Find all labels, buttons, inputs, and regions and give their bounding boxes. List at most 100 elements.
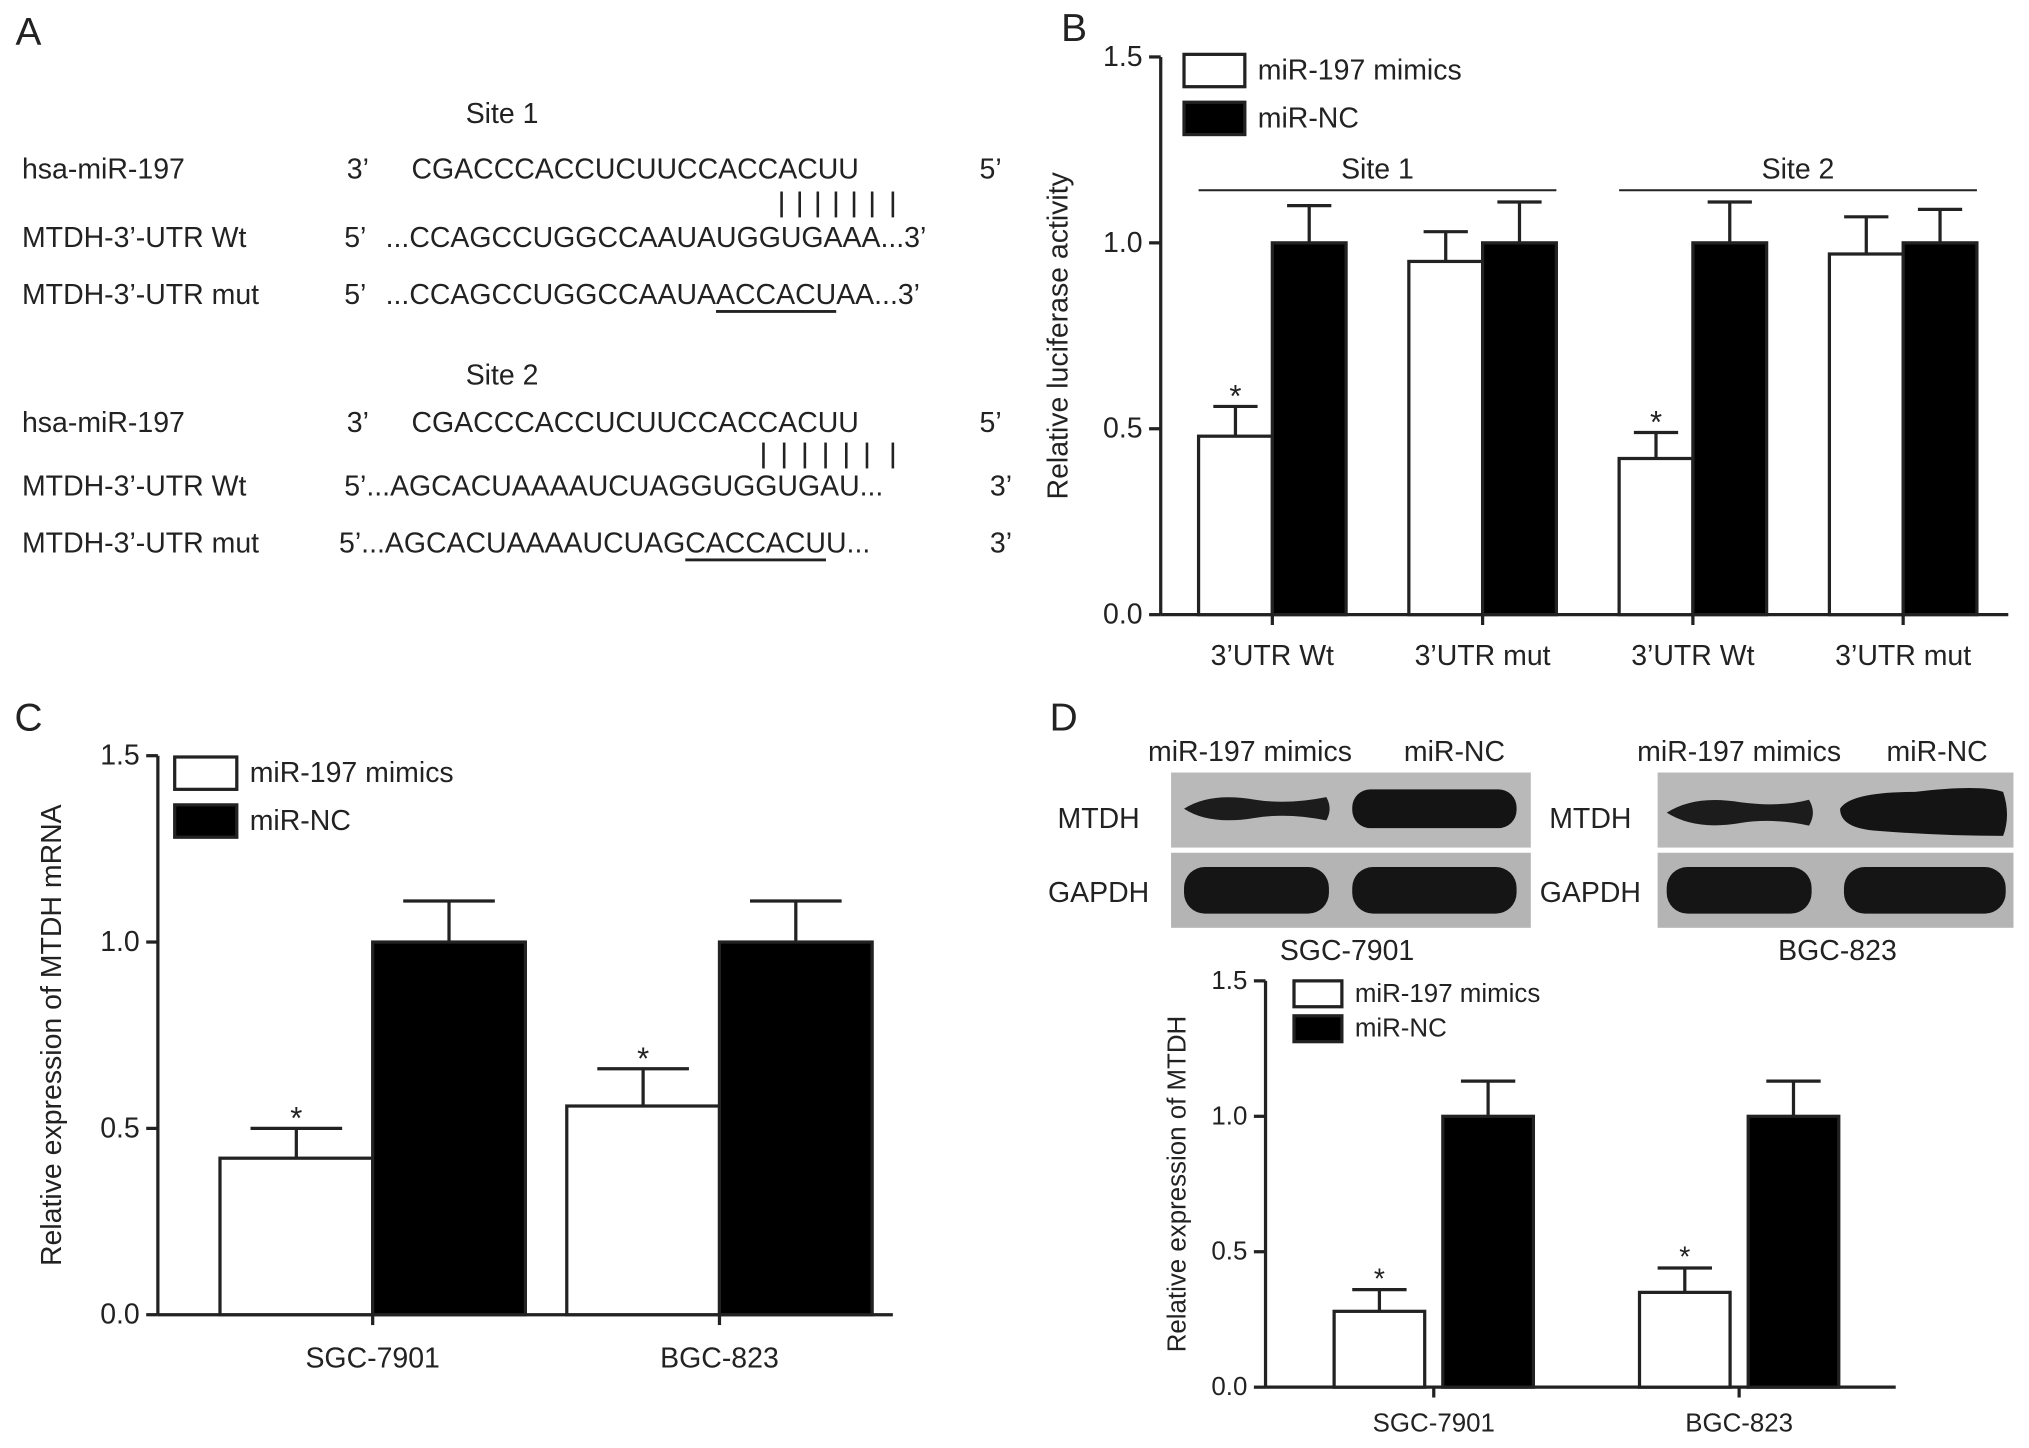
sequence-text: 5’	[344, 279, 366, 311]
panel-label: A	[16, 11, 42, 54]
sequence-text: 5’	[980, 154, 1002, 186]
bar	[1827, 252, 1905, 617]
blot-band	[1840, 788, 2008, 836]
group-label: Site 2	[1762, 154, 1835, 186]
sequence-segment: ...CCAGCCUGGCCAAUA	[386, 279, 716, 311]
sequence-text: 3’	[347, 407, 369, 439]
site-title: Site 1	[466, 98, 539, 130]
panel-label: C	[14, 697, 42, 740]
legend-swatch	[173, 755, 239, 791]
lane-label: miR-197 mimics	[1637, 736, 1841, 768]
legend-label: miR-NC	[1258, 102, 1359, 134]
significance-marker: *	[1679, 1242, 1690, 1274]
protein-label: MTDH	[1549, 803, 1631, 835]
sequence-text: 3’	[990, 527, 1012, 559]
x-tick-label: BGC-823	[660, 1343, 779, 1375]
y-tick-label: 0.5	[100, 1112, 140, 1144]
y-axis-label: Relative expression of MTDH	[1164, 1016, 1192, 1352]
group-label: Site 1	[1341, 154, 1414, 186]
legend-swatch	[1292, 1014, 1344, 1044]
sequence-text: ...CCAGCCUGGCCAAUAACCACUAA...3’	[386, 279, 920, 311]
bar	[1480, 241, 1558, 617]
cell-line-label: SGC-7901	[1280, 935, 1414, 967]
x-tick-label: BGC-823	[1685, 1409, 1793, 1437]
bar	[565, 1104, 722, 1317]
legend-swatch	[1292, 979, 1344, 1009]
sequence-text: ...CCAGCCUGGCCAAUAUGGUGAAA...3’	[386, 222, 927, 254]
legend-label: miR-197 mimics	[250, 757, 454, 789]
x-tick-label: 3’UTR Wt	[1631, 640, 1754, 672]
y-tick-label: 0.0	[100, 1299, 140, 1331]
bar	[1691, 241, 1769, 617]
sequence-name: MTDH-3’-UTR Wt	[22, 222, 247, 254]
protein-label: GAPDH	[1540, 877, 1641, 909]
legend-label: miR-NC	[1355, 1015, 1447, 1043]
lane-label: miR-NC	[1887, 736, 1988, 768]
sequence-name: MTDH-3’-UTR mut	[22, 527, 259, 559]
sequence-text: CGACCCACCUCUUCCACCACUU	[411, 407, 858, 439]
significance-marker: *	[1229, 379, 1241, 414]
blot-band	[1352, 866, 1517, 914]
x-tick-label: 3’UTR mut	[1415, 640, 1551, 672]
sequence-text: 3’	[347, 154, 369, 186]
bar	[1270, 241, 1348, 617]
y-tick-label: 0.5	[1103, 413, 1143, 445]
significance-marker: *	[290, 1101, 302, 1136]
pairing-lines	[762, 191, 895, 469]
sequence-segment: AA...3’	[836, 279, 920, 311]
sequence-segment: 5’	[344, 279, 366, 311]
x-tick-label: 3’UTR mut	[1835, 640, 1971, 672]
blot-images	[1171, 772, 2014, 928]
x-tick-label: 3’UTR Wt	[1211, 640, 1334, 672]
significance-marker: *	[637, 1041, 649, 1076]
bar	[1901, 241, 1979, 617]
sequence-segment: 5’...AGCACUAAAAUCUAGGUGGUGAU...	[344, 471, 883, 503]
legend-label: miR-197 mimics	[1355, 980, 1540, 1008]
blot-band	[1184, 866, 1329, 914]
blot-band	[1666, 866, 1812, 914]
sequence-segment: 5’	[980, 154, 1002, 186]
y-tick-label: 1.5	[1103, 41, 1143, 73]
legend-swatch	[173, 803, 239, 839]
legend-swatch	[1182, 100, 1247, 137]
bar	[1617, 456, 1695, 617]
y-tick-label: 0.0	[1103, 599, 1143, 631]
sequence-segment: ACCACU	[716, 279, 836, 311]
y-tick-label: 1.5	[100, 740, 140, 772]
blot-band	[1184, 797, 1330, 821]
y-tick-label: 0.0	[1211, 1373, 1247, 1401]
lane-label: miR-NC	[1404, 736, 1505, 768]
legend-label: miR-NC	[250, 805, 351, 837]
legend-label: miR-197 mimics	[1258, 55, 1462, 87]
lane-label: miR-197 mimics	[1148, 736, 1352, 768]
site-title: Site 2	[466, 359, 539, 391]
y-tick-label: 1.0	[1211, 1102, 1247, 1130]
y-tick-label: 0.5	[1211, 1238, 1247, 1266]
bar	[1441, 1114, 1536, 1389]
bar	[1196, 434, 1274, 617]
panel-label: D	[1050, 697, 1078, 740]
sequence-name: MTDH-3’-UTR Wt	[22, 471, 247, 503]
y-tick-label: 1.0	[1103, 227, 1143, 259]
sequence-text: CGACCCACCUCUUCCACCACUU	[411, 154, 858, 186]
bar	[371, 940, 527, 1317]
cell-line-label: BGC-823	[1778, 935, 1897, 967]
sequence-segment: 5’...AGCACUAAAAUCUAG	[339, 527, 685, 559]
blot-band	[1843, 866, 2006, 914]
sequence-name: hsa-miR-197	[22, 407, 185, 439]
sequence-segment: 3’	[990, 527, 1012, 559]
bar	[218, 1156, 375, 1317]
y-axis-label: Relative luciferase activity	[1042, 171, 1074, 499]
sequence-segment: CGACCCACCUCUUCCACCACUU	[411, 407, 858, 439]
sequence-segment: 5’	[980, 407, 1002, 439]
bar	[1407, 259, 1485, 617]
x-tick-label: SGC-7901	[1373, 1409, 1495, 1437]
sequence-text: 5’	[344, 222, 366, 254]
bar	[1746, 1114, 1841, 1389]
significance-marker: *	[1650, 405, 1662, 440]
significance-marker: *	[1374, 1263, 1385, 1295]
sequence-segment: 3’	[347, 407, 369, 439]
blot-band	[1352, 789, 1517, 829]
